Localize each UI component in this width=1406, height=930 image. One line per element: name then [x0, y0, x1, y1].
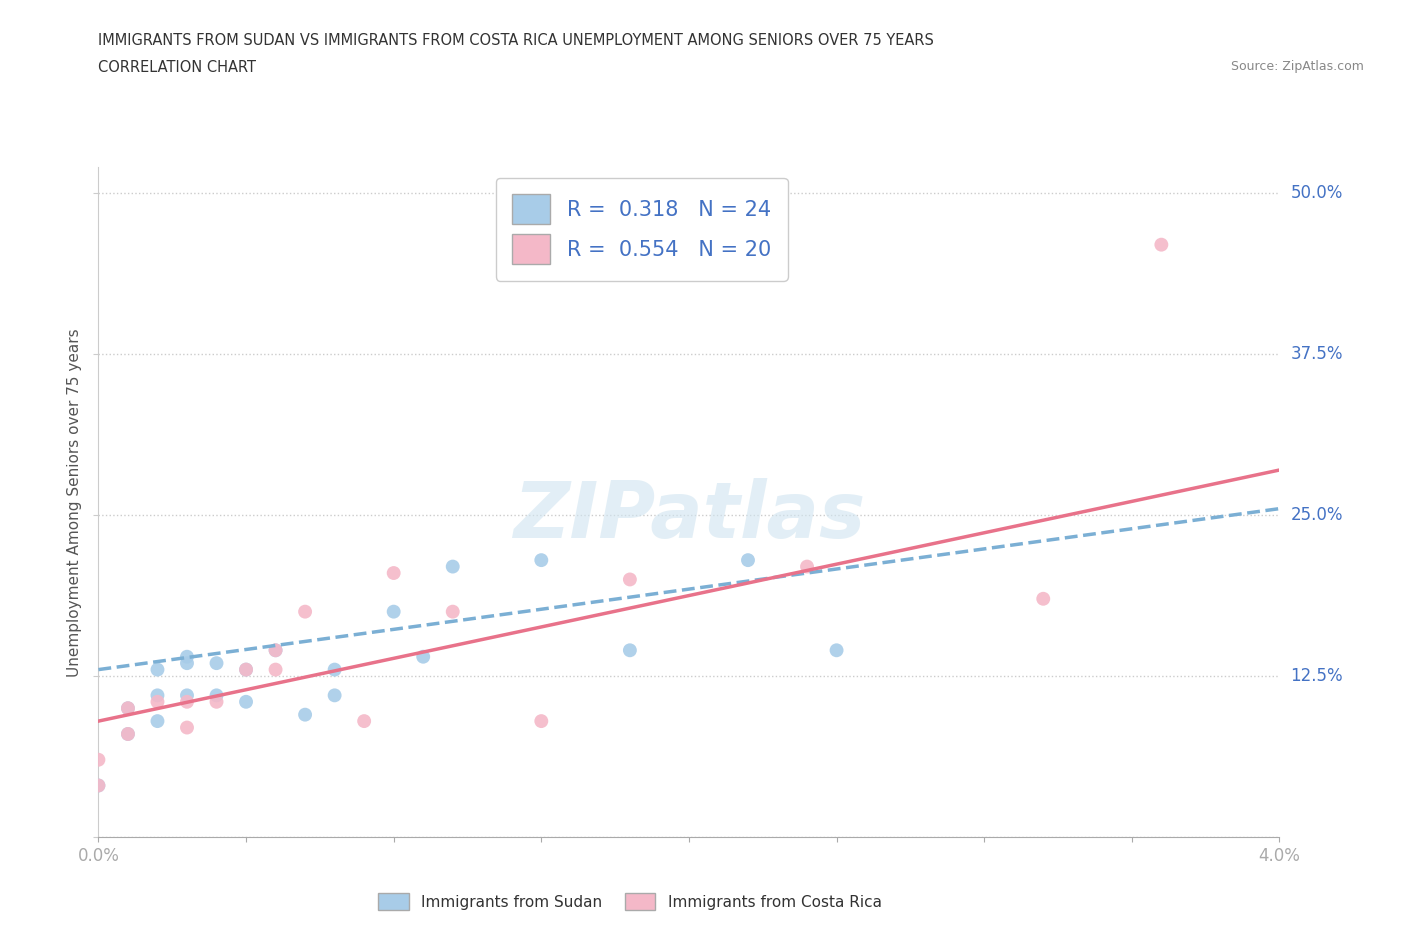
Text: ZIPatlas: ZIPatlas [513, 478, 865, 553]
Point [530, 552, 553, 567]
Point [323, 688, 346, 703]
Point [205, 656, 228, 671]
Point [87, 778, 110, 793]
Point [87, 778, 110, 793]
Point [619, 643, 641, 658]
Point [323, 662, 346, 677]
Point [176, 695, 198, 710]
Point [264, 643, 287, 658]
Point [382, 604, 405, 619]
Point [117, 701, 139, 716]
Text: 37.5%: 37.5% [1291, 345, 1343, 363]
Text: IMMIGRANTS FROM SUDAN VS IMMIGRANTS FROM COSTA RICA UNEMPLOYMENT AMONG SENIORS O: IMMIGRANTS FROM SUDAN VS IMMIGRANTS FROM… [98, 33, 935, 47]
Point [176, 656, 198, 671]
Point [294, 707, 316, 722]
Point [146, 688, 169, 703]
Text: 12.5%: 12.5% [1291, 667, 1343, 685]
Point [619, 572, 641, 587]
Point [294, 604, 316, 619]
Point [235, 662, 257, 677]
Point [235, 695, 257, 710]
Point [382, 565, 405, 580]
Point [205, 695, 228, 710]
Point [825, 643, 848, 658]
Point [737, 552, 759, 567]
Point [117, 726, 139, 741]
Point [441, 559, 464, 574]
Point [1150, 237, 1173, 252]
Text: 25.0%: 25.0% [1291, 506, 1343, 525]
Text: Source: ZipAtlas.com: Source: ZipAtlas.com [1230, 60, 1364, 73]
Point [412, 649, 434, 664]
Point [353, 713, 375, 728]
Point [176, 720, 198, 735]
Point [205, 688, 228, 703]
Text: 50.0%: 50.0% [1291, 184, 1343, 202]
Point [176, 649, 198, 664]
Point [117, 701, 139, 716]
Point [146, 695, 169, 710]
Point [235, 662, 257, 677]
Text: CORRELATION CHART: CORRELATION CHART [98, 60, 256, 75]
Point [146, 713, 169, 728]
Point [264, 662, 287, 677]
Point [264, 643, 287, 658]
Point [146, 662, 169, 677]
Point [796, 559, 818, 574]
Legend: Immigrants from Sudan, Immigrants from Costa Rica: Immigrants from Sudan, Immigrants from C… [373, 886, 887, 916]
Point [530, 713, 553, 728]
Point [441, 604, 464, 619]
Point [117, 726, 139, 741]
Point [1032, 591, 1054, 606]
Point [87, 752, 110, 767]
Y-axis label: Unemployment Among Seniors over 75 years: Unemployment Among Seniors over 75 years [67, 328, 83, 676]
Point [176, 688, 198, 703]
